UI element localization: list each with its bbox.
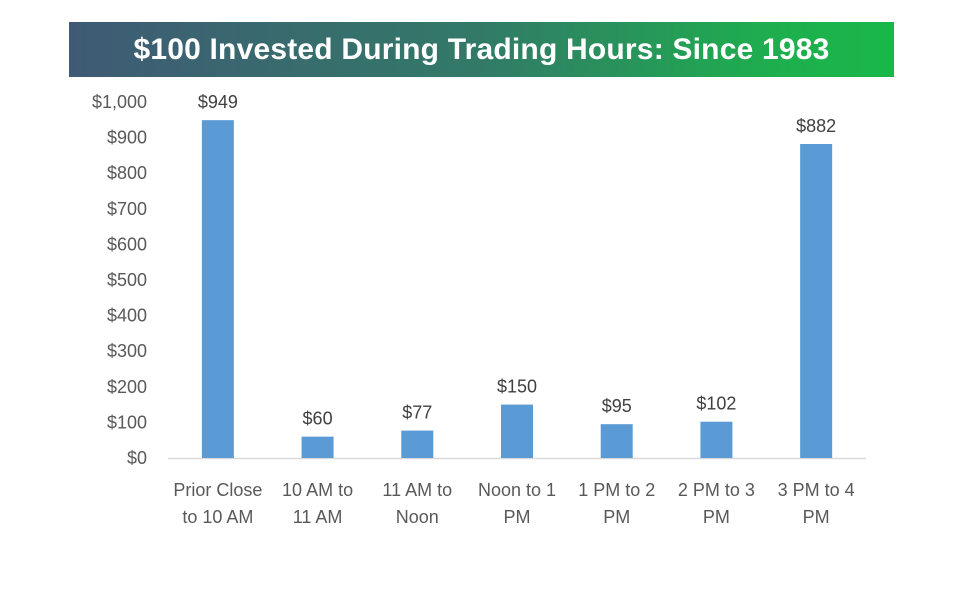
category-label: 1 PM to 2 PM [578,480,655,527]
bar [600,424,633,458]
bars-group [201,120,833,458]
y-tick-label: $400 [107,306,147,326]
bar [401,430,434,458]
y-tick-label: $900 [107,128,147,148]
data-labels-group: $949 $60 $77 $150 $95 $102 $882 [198,92,836,428]
y-tick-label: $100 [107,412,147,432]
y-tick-label: $200 [107,377,147,397]
category-label: 2 PM to 3 PM [678,480,755,527]
data-label: $77 [402,403,432,423]
bar [501,404,533,458]
y-tick-label: $700 [107,199,147,219]
bar [301,436,334,458]
data-label: $95 [602,396,632,416]
y-tick-label: $500 [107,270,147,290]
category-label: 3 PM to 4 PM [778,480,855,527]
y-tick-label: $0 [127,448,147,468]
data-label: $949 [198,92,238,112]
chart-title: $100 Invested During Trading Hours: Sinc… [133,32,830,66]
category-label: Noon to 1 PM [478,480,556,527]
data-label: $882 [796,116,836,136]
bar [800,144,833,458]
category-labels-group: Prior Close to 10 AM 10 AM to 11 AM 11 AM to… [173,480,854,527]
data-label: $60 [303,409,333,429]
y-tick-label: $800 [107,163,147,183]
y-tick-label: $600 [107,234,147,254]
category-label: Prior Close to 10 AM [173,480,262,527]
y-tick-label: $300 [107,341,147,361]
category-label: 11 AM to Noon [382,480,452,527]
data-label: $150 [497,377,537,397]
bar [201,120,234,458]
y-axis-tick-labels: $0 $100 $200 $300 $400 $500 $600 $700 $800 $900 $1… [92,92,147,468]
bar [700,421,733,458]
category-label: 10 AM to 11 AM [282,480,353,527]
data-label: $102 [696,394,736,414]
chart-title-banner: $100 Invested During Trading Hours: Sinc… [69,22,894,77]
y-tick-label: $1,000 [92,92,147,112]
